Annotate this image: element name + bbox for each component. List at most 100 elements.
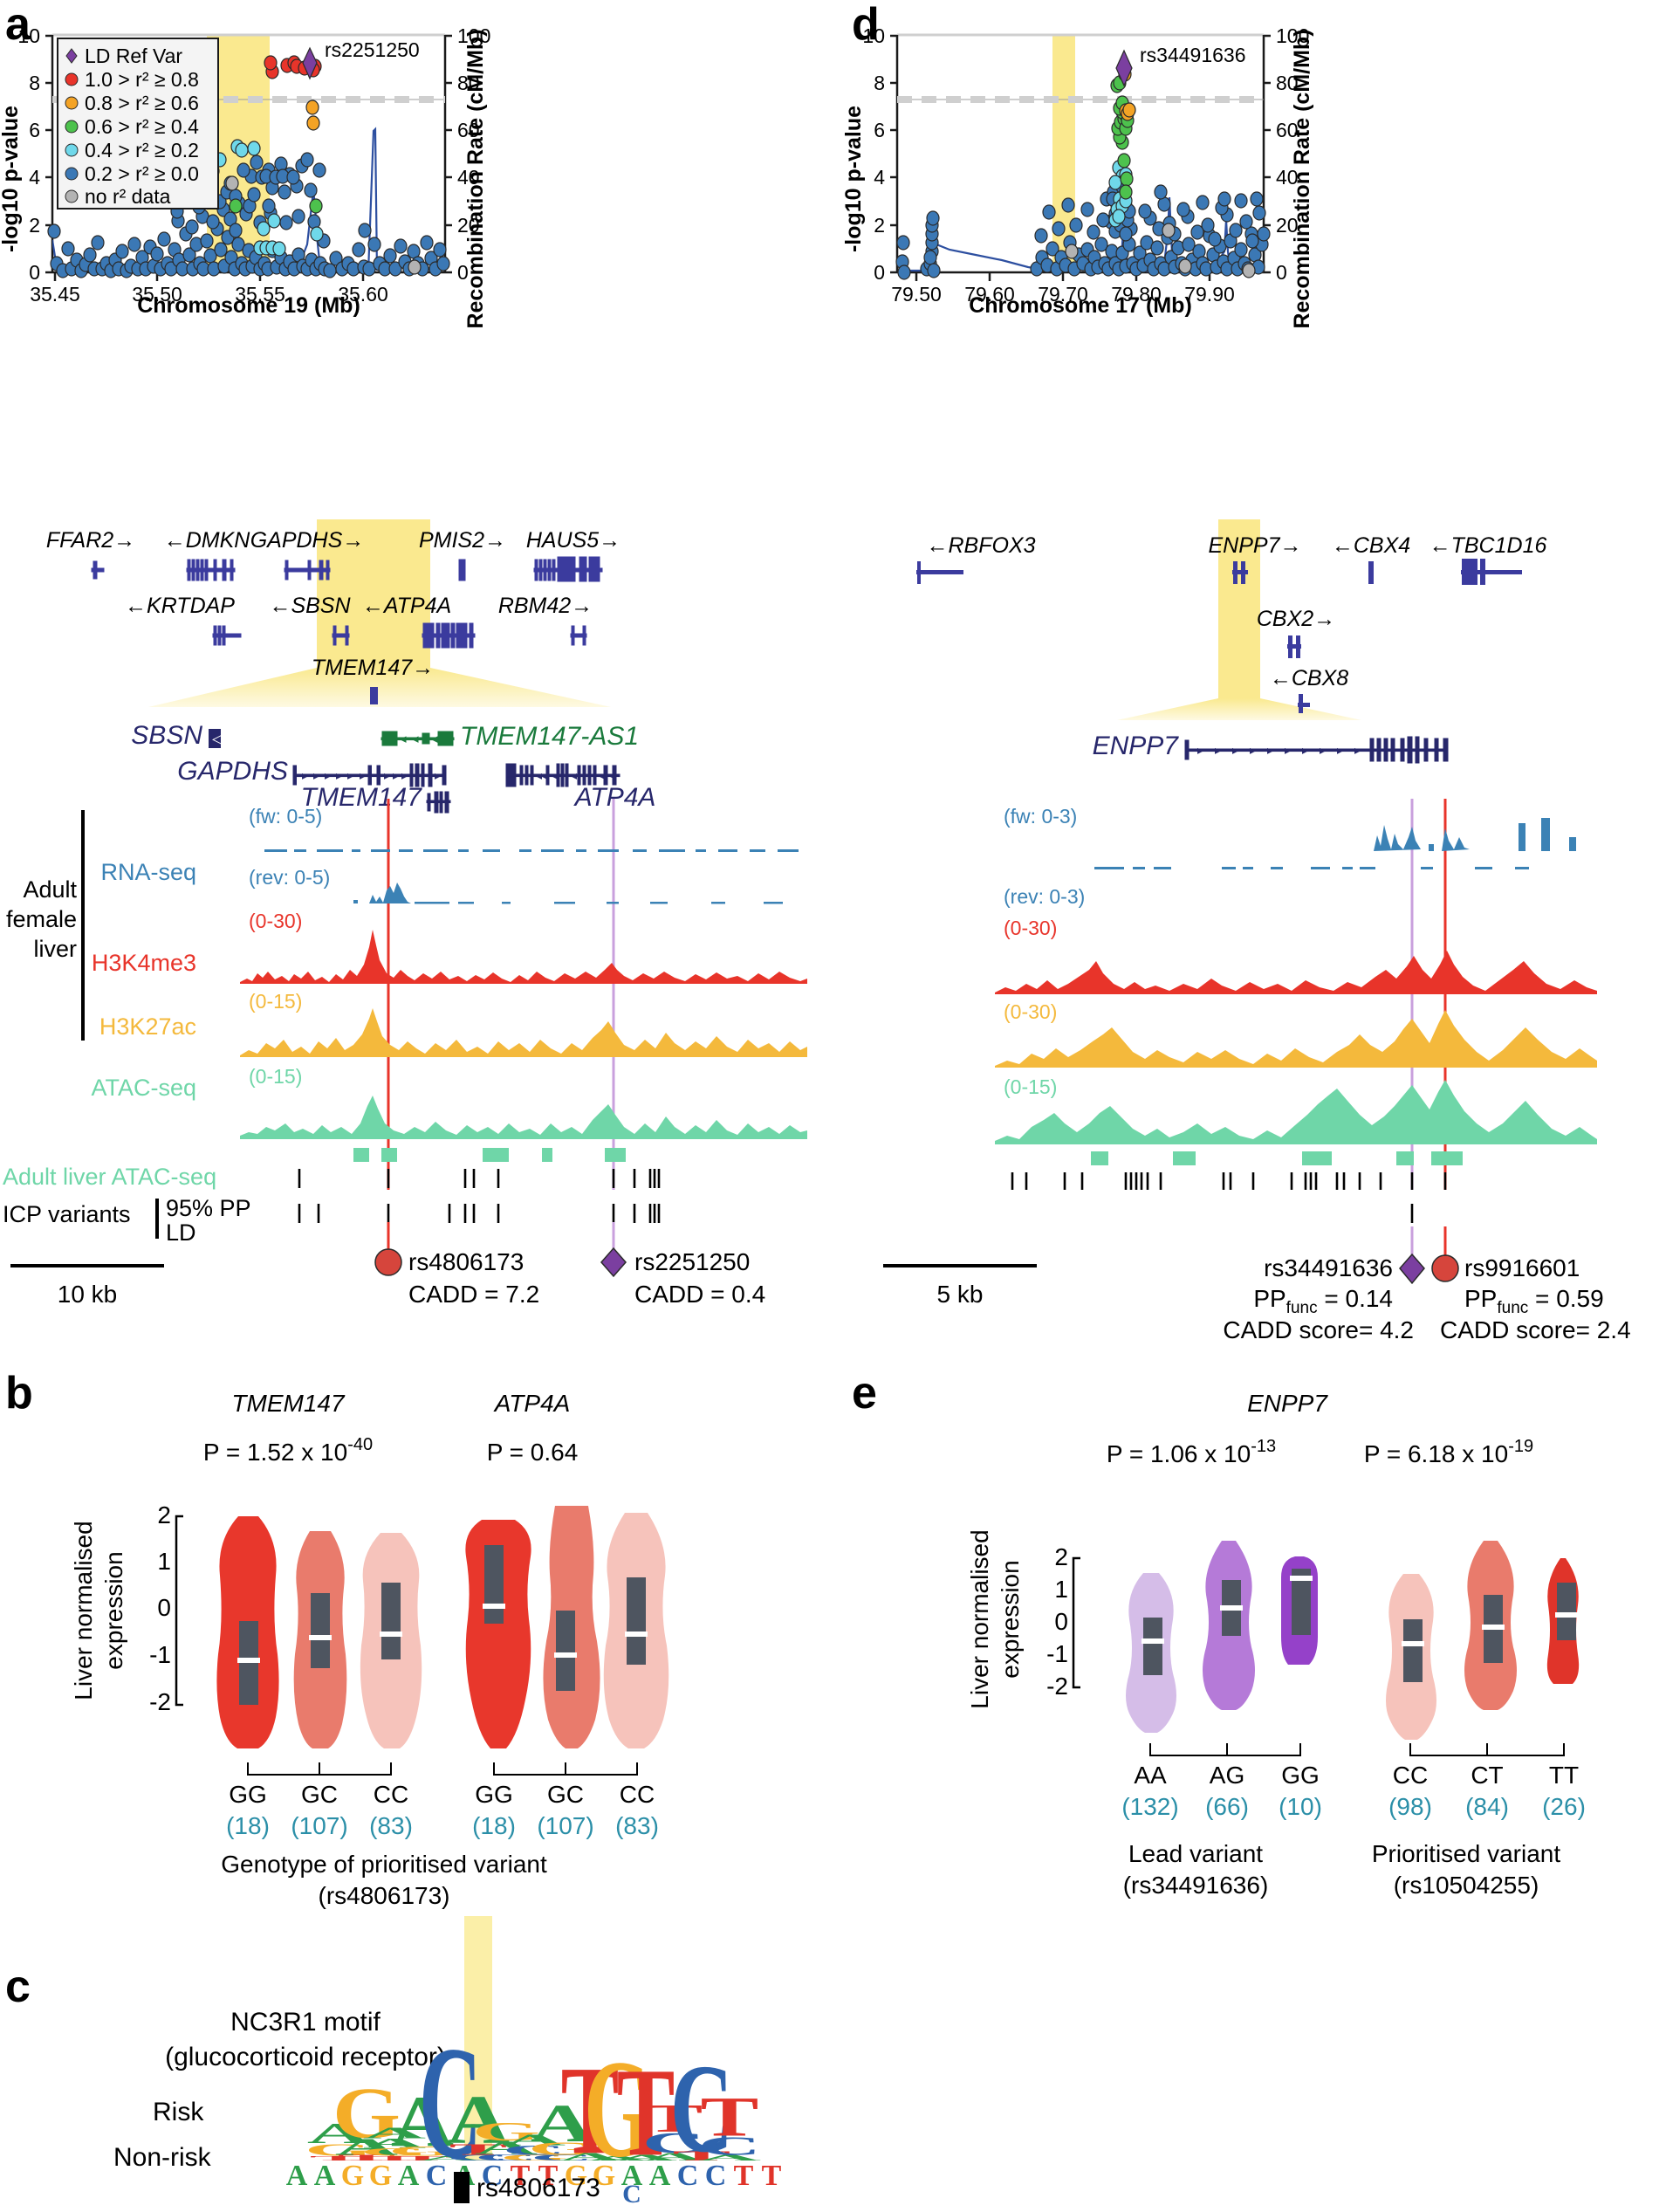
logo-letter: T — [645, 2096, 703, 2140]
y2tick-a-3: 60 — [457, 119, 480, 141]
svg-text:◂: ◂ — [412, 732, 419, 746]
logo-letter: T — [310, 2154, 368, 2161]
track-name-atacseq: ATAC-seq — [91, 1075, 196, 1101]
gene-label-dmkn: ←DMKN — [164, 528, 251, 553]
violin-e-pvalue-exp-0: -13 — [1251, 1437, 1276, 1456]
logo-risk-base: T — [734, 2160, 754, 2192]
violin-b-ytick-0: 2 — [157, 1501, 171, 1528]
violin-e-xlabel-0-line0: Lead variant — [1128, 1840, 1264, 1867]
svg-text:▸: ▸ — [325, 768, 331, 782]
ppfunc-sub-0: func — [1286, 1299, 1318, 1317]
logo-letter: A — [614, 2154, 677, 2162]
svg-text:◂: ◂ — [536, 768, 542, 782]
violin-e-ytick-2: 0 — [1054, 1608, 1068, 1635]
violin-b-cnt-0-0: (18) — [226, 1812, 270, 1839]
logo-letter: G — [500, 2154, 568, 2162]
scalebar-d-label: 5 kb — [937, 1281, 984, 1308]
legend-label-6: no r² data — [85, 185, 171, 208]
logo-letter: A — [698, 2154, 761, 2162]
scalebar-a: 10 kb — [9, 1248, 236, 1318]
violin-e-pvalue-0: P = 1.06 x 10 — [1107, 1440, 1251, 1467]
violin-b-xlabel-line0: Genotype of prioritised variant — [221, 1851, 547, 1878]
variant-cadd-rs4806173: CADD = 7.2 — [408, 1281, 539, 1308]
range-rna-fw: (fw: 0-5) — [249, 805, 322, 828]
ytick-a-4: 8 — [29, 72, 40, 94]
epigenomic-tracks-a: (fw: 0-5) (rev: 0-5) (0-30) (0-15) (0-15… — [240, 799, 807, 1200]
gene-label-cbx4: ←CBX4 — [1332, 533, 1410, 558]
gene-label-tmem147: TMEM147→ — [312, 656, 434, 680]
gene-label-haus5: HAUS5→ — [526, 528, 620, 553]
logo-letter: G — [584, 2031, 652, 2187]
y2tick-d-2: 40 — [1276, 166, 1299, 189]
logo-risk-base: A — [649, 2160, 671, 2192]
y2label-a: Recombination Rate (cM/Mb) — [463, 29, 488, 328]
ylabel-d: -log10 p-value — [841, 106, 866, 252]
violin-plot-e: ENPP7 P = 1.06 x 10-13 P = 6.18 x 10-19 … — [838, 1357, 1666, 1846]
range-atac: (0-15) — [249, 1065, 302, 1088]
ppfunc-val-1: = 0.59 — [1528, 1285, 1603, 1312]
violin-e-xlabel-1-line1: (rs10504255) — [1393, 1872, 1539, 1899]
violin-e-xlabel-0: Lead variant (rs34491636) — [1056, 1840, 1335, 1899]
variant-id-rs2251250: rs2251250 — [634, 1248, 750, 1275]
violin-b-ytick-1: 1 — [157, 1548, 171, 1575]
violin-b-cat-1-2: CC — [620, 1781, 655, 1808]
violin-e-cnt-0-0: (132) — [1121, 1793, 1178, 1820]
gene-track-d: ←RBFOX3 ENPP7→ ←CBX4 ←TBC1D16 CBX2→ ←CBX… — [838, 519, 1666, 720]
zoomed-gene-models-a: SBSN ◁ ◂ ◂ ◂ TMEM147-AS1 GAPDHS ▸ ▸ ▸ ▸ ▸ ▸ ▸ ▸… — [131, 711, 655, 814]
atac-peak-boxes-d — [1091, 1151, 1463, 1165]
svg-text:◂: ◂ — [400, 732, 407, 746]
zgene-label-sbsn: SBSN — [131, 721, 202, 750]
violin-e-pvalue-exp-1: -19 — [1508, 1437, 1533, 1456]
violin-e-pvalue-1: P = 6.18 x 10 — [1364, 1440, 1508, 1467]
logo-letter: C — [531, 2154, 593, 2162]
violin-b-cat-0-2: CC — [374, 1781, 408, 1808]
range-atac-d: (0-15) — [1004, 1075, 1057, 1098]
svg-text:▸: ▸ — [313, 768, 319, 782]
logo-letter: C — [475, 2153, 538, 2163]
ytick-a-5: 10 — [17, 24, 40, 47]
violin-b-gene-0: TMEM147 — [231, 1390, 346, 1417]
gene-label-enpp7: ENPP7→ — [1209, 533, 1302, 558]
svg-text:▸: ▸ — [1320, 743, 1326, 757]
logo-title: NC3R1 motif (glucocorticoid receptor) — [131, 2008, 480, 2072]
svg-text:P = 0.64: P = 0.64 — [487, 1439, 579, 1466]
gene-label-tbc1d16: ←TBC1D16 — [1429, 533, 1547, 558]
logo-title-line0: NC3R1 motif — [230, 2008, 381, 2037]
violin-b-yaxis: 2 1 0 -1 -2 — [149, 1501, 183, 1715]
logo-letter: A — [642, 2151, 705, 2162]
ylabel-a: -log10 p-value — [0, 106, 23, 252]
logo-letter: T — [449, 2140, 508, 2158]
logo-highlight-column — [464, 1916, 492, 2160]
track-group-label-line2: liver — [33, 936, 77, 962]
icp-ticks-95pp-a — [298, 1169, 661, 1188]
range-rna-rev: (rev: 0-5) — [249, 866, 330, 889]
violin-plot-b: TMEM147 ATP4A P = 1.52 x 10-40 P = 0.64 … — [0, 1357, 785, 1846]
range-h3k4me3-d: (0-30) — [1004, 917, 1057, 939]
panel-letter-d: d — [852, 0, 880, 50]
svg-text:▸: ▸ — [336, 768, 342, 782]
panel-letter-e: e — [852, 1368, 877, 1419]
gene-label-atp4a: ←ATP4A — [362, 594, 451, 618]
violin-b-pvalue-exp-0: -40 — [347, 1435, 373, 1454]
svg-text:◂: ◂ — [431, 732, 438, 746]
icp-ticks-ld-a — [240, 1202, 807, 1225]
logo-letter: A — [503, 2131, 566, 2148]
logo-letter: T — [394, 2154, 452, 2161]
svg-text:▸: ▸ — [1302, 743, 1308, 757]
legend-a: LD Ref Var 1.0 > r² ≥ 0.8 0.8 > r² ≥ 0.6… — [57, 38, 219, 210]
svg-text:▸: ▸ — [1285, 743, 1291, 757]
logo-risk-base: C — [705, 2160, 727, 2192]
violin-b-ytick-4: -2 — [149, 1688, 171, 1715]
ppfunc-pre-0: PP — [1253, 1285, 1285, 1312]
svg-text:▸: ▸ — [435, 768, 441, 782]
logo-risk-base: A — [621, 2160, 643, 2192]
logo-letter: T — [338, 2154, 396, 2162]
logo-letter: A — [363, 2136, 427, 2151]
svg-text:PPfunc = 0.59: PPfunc = 0.59 — [1464, 1285, 1604, 1317]
svg-text:▸: ▸ — [1215, 743, 1221, 757]
range-h3k27ac: (0-15) — [249, 990, 302, 1013]
violin-b-ytick-2: 0 — [157, 1594, 171, 1621]
violin-b-pvalue-1: P = 0.64 — [487, 1439, 579, 1466]
y2tick-a-5: 100 — [457, 24, 490, 47]
violin-e-cnt-1-1: (84) — [1465, 1793, 1509, 1820]
